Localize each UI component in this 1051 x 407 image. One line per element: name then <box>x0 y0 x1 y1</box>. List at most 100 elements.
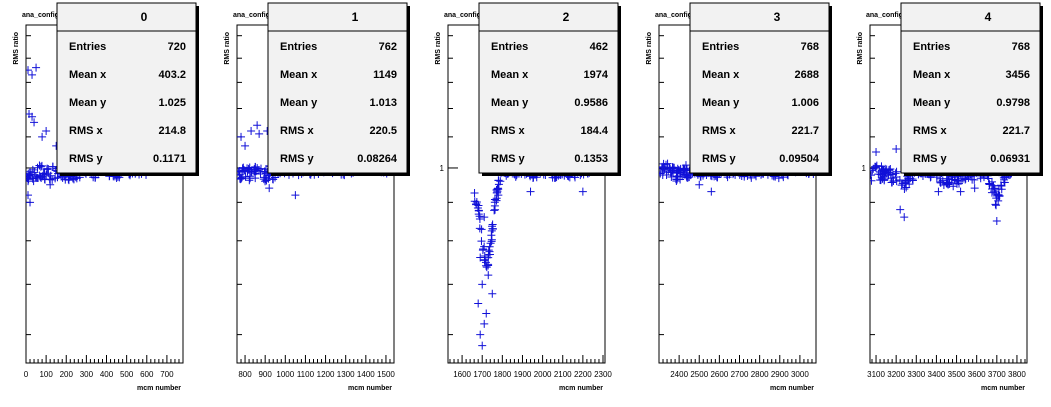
data-point <box>479 244 488 253</box>
stat-value: 720 <box>168 41 186 53</box>
chart-panel-0: ana_configA.root/ana_SM_alone.rootRMS ra… <box>13 2 199 392</box>
stat-label: RMS x <box>69 125 104 137</box>
x-tick-label: 1300 <box>337 370 355 379</box>
data-point <box>942 179 951 188</box>
stat-label: RMS y <box>702 153 737 165</box>
data-point <box>695 180 704 189</box>
stat-value: 462 <box>590 41 608 53</box>
data-point <box>44 165 53 174</box>
data-point <box>487 237 496 246</box>
data-point <box>673 167 682 176</box>
stat-label: Mean y <box>702 97 740 109</box>
data-point <box>492 186 501 195</box>
chart-panel-1: ana_configA.root/ana_SM_alone.rootRMS ra… <box>224 2 410 392</box>
data-point <box>253 121 262 130</box>
data-point <box>490 206 499 215</box>
chart-panel-2: ana_configA.root/ana_SM_alone.rootRMS ra… <box>435 2 621 392</box>
data-point <box>991 200 1000 209</box>
y-axis-label: RMS ratio <box>646 32 653 65</box>
stat-value: 0.09504 <box>779 153 820 165</box>
data-point <box>470 188 479 197</box>
data-point <box>32 173 41 182</box>
data-point <box>241 172 250 181</box>
data-point <box>269 175 278 184</box>
data-point <box>492 196 501 205</box>
data-point <box>26 177 33 186</box>
x-axis-label: mcm number <box>559 385 603 392</box>
data-point <box>38 132 47 141</box>
data-point <box>262 176 271 185</box>
data-point <box>484 271 493 280</box>
stats-id: 4 <box>985 10 992 24</box>
x-axis-label: mcm number <box>137 385 181 392</box>
data-point <box>484 261 493 270</box>
data-point <box>892 177 901 186</box>
data-point <box>994 190 1003 199</box>
stat-value: 1.006 <box>791 97 819 109</box>
data-point <box>673 175 682 184</box>
stats-id: 2 <box>563 10 570 24</box>
stat-label: RMS x <box>913 125 948 137</box>
data-point <box>265 184 274 193</box>
data-point <box>474 210 483 219</box>
stat-value: 0.1353 <box>574 153 608 165</box>
x-tick-label: 3600 <box>968 370 986 379</box>
stat-value: 1149 <box>373 69 397 81</box>
data-point <box>237 175 245 184</box>
x-tick-label: 2600 <box>710 370 728 379</box>
stat-label: RMS y <box>491 153 526 165</box>
data-point <box>672 169 681 178</box>
data-point <box>970 175 979 184</box>
stat-value: 0.06931 <box>990 153 1030 165</box>
data-point <box>26 66 33 75</box>
data-point <box>659 162 667 171</box>
stat-label: Entries <box>280 41 317 53</box>
data-point <box>245 176 254 185</box>
data-point <box>956 187 965 196</box>
x-tick-label: 400 <box>100 370 114 379</box>
x-tick-label: 2200 <box>574 370 592 379</box>
x-tick-label: 1000 <box>276 370 294 379</box>
stat-value: 221.7 <box>1002 125 1030 137</box>
x-tick-label: 3300 <box>907 370 925 379</box>
data-point <box>902 183 911 192</box>
x-tick-label: 1600 <box>453 370 471 379</box>
data-point <box>42 170 51 179</box>
data-point <box>486 239 495 248</box>
data-point <box>28 112 37 121</box>
x-tick-label: 1700 <box>473 370 491 379</box>
data-point <box>707 187 716 196</box>
stat-label: Mean x <box>913 69 951 81</box>
stat-value: 0.9586 <box>574 97 608 109</box>
x-tick-label: 1400 <box>357 370 375 379</box>
x-tick-label: 100 <box>39 370 53 379</box>
x-tick-label: 3000 <box>791 370 809 379</box>
data-point <box>997 185 1006 194</box>
stat-label: Entries <box>702 41 739 53</box>
x-tick-label: 3800 <box>1008 370 1026 379</box>
data-point <box>934 187 943 196</box>
x-tick-label: 200 <box>60 370 74 379</box>
stat-value: 214.8 <box>158 125 186 137</box>
stat-label: RMS x <box>491 125 526 137</box>
y-tick-label: 1 <box>440 164 445 173</box>
chart-panel-4: ana_configA.root/ana_SM_alone.rootRMS ra… <box>857 2 1043 392</box>
data-point <box>238 164 247 173</box>
y-axis-label: RMS ratio <box>224 32 231 65</box>
data-point <box>480 213 489 222</box>
data-point <box>241 141 250 150</box>
stat-label: Entries <box>913 41 950 53</box>
x-tick-label: 800 <box>238 370 252 379</box>
data-point <box>487 226 496 235</box>
data-point <box>664 166 673 175</box>
stat-value: 1.025 <box>158 97 186 109</box>
data-point <box>474 299 483 308</box>
x-tick-label: 2000 <box>534 370 552 379</box>
stat-value: 221.7 <box>791 125 819 137</box>
x-axis-label: mcm number <box>770 385 814 392</box>
data-point <box>482 263 491 272</box>
data-point <box>659 169 665 178</box>
x-tick-label: 1500 <box>377 370 395 379</box>
data-point <box>892 144 901 153</box>
data-point <box>256 169 265 178</box>
